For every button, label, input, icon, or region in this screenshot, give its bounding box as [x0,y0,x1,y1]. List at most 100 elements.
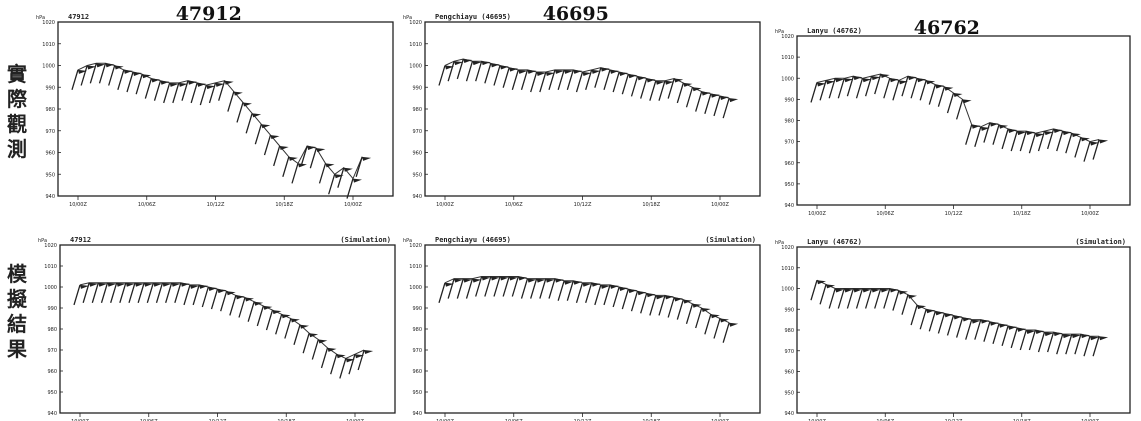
station-label: 47912 [70,236,91,244]
wind-barb-staff [174,282,182,303]
wind-barb-flag [817,280,826,285]
wind-barb-staff [1037,130,1046,152]
wind-barb-staff [447,278,455,299]
wind-barb-flag [162,282,172,287]
wind-barb-flag [582,282,592,287]
wind-barb-flag [674,297,684,302]
wind-barb-staff [695,91,703,112]
wind-barb-flag [336,354,346,359]
wind-barb-flag [655,80,665,85]
wind-barb-flag [637,76,647,81]
x-tick-label: 10/06Z [876,211,894,217]
wind-barb-staff [199,84,207,106]
y-tick-label: 950 [45,172,55,178]
wind-barb-staff [236,102,244,123]
wind-barb-flag [518,69,528,74]
wind-barb-staff [883,288,891,309]
y-tick-label: 990 [47,306,57,312]
x-tick-label: 10/06Z [505,419,523,421]
wind-barb-flag [116,282,126,287]
wind-barb-staff [937,86,946,107]
wind-barb-flag [880,74,890,79]
wind-barb-flag [610,284,619,289]
wind-barb-flag [355,354,364,359]
wind-barb-flag [105,63,115,68]
y-tick-label: 960 [412,369,422,375]
row-label-char: 模擬結果 [4,262,30,362]
simulation-tag: (Simulation) [340,236,391,244]
station-label: Lanyu (46762) [807,238,862,246]
wind-barb-flag [619,287,629,291]
station-label: 47912 [68,13,89,21]
wind-barb-flag [224,80,234,85]
wind-barb-staff [172,82,180,104]
wind-barb-staff [539,278,547,299]
wind-barb-staff [318,163,327,184]
wind-barb-flag [862,78,872,83]
wind-barb-flag [646,293,656,298]
x-tick-label: 10/00Z [436,202,454,208]
wind-barb-flag [555,69,564,74]
y-tick-label: 1010 [781,55,794,61]
y-tick-label: 950 [47,390,57,396]
wind-barb-flag [545,72,555,77]
wind-barb-staff [71,69,79,91]
wind-barb-staff [874,288,882,309]
y-tick-label: 970 [47,348,57,354]
wind-barb-flag [917,78,927,83]
plot-frame [424,21,761,197]
row-label-glyph: 實 [7,62,27,86]
wind-barb-flag [1026,131,1036,136]
wind-barb-staff [621,288,629,310]
wind-barb-flag [844,78,854,83]
wind-barb-flag [217,289,227,294]
y-tick-label: 970 [784,349,794,355]
wind-barb-staff [837,78,845,99]
wind-barb-flag [298,163,307,168]
wind-barb-flag [710,93,720,98]
wind-barb-staff [828,288,836,309]
wind-barb-flag [463,58,473,63]
wind-barb-staff [974,319,982,340]
y-tick-label: 1000 [42,64,55,70]
wind-barb-staff [594,67,602,88]
wind-barb-staff [465,60,474,82]
wind-barb-flag [1099,336,1109,341]
wind-barb-staff [810,280,818,301]
wind-barb-flag [144,282,154,287]
wind-barb-staff [291,163,299,184]
wind-barb-flag [692,303,702,308]
wind-barb-staff [181,80,189,101]
wind-barb-flag [133,72,142,77]
wind-barb-flag [171,282,181,287]
wind-barb-staff [357,349,365,371]
wind-barb-staff [144,78,152,99]
wind-barb-staff [227,91,235,112]
wind-barb-staff [864,288,873,309]
x-tick-label: 10/12Z [945,419,963,421]
wind-barb-staff [208,82,217,104]
wind-barb-flag [944,86,954,91]
wind-barb-staff [983,321,991,342]
wind-barb-staff [810,82,818,103]
wind-barb-staff [612,71,620,93]
wind-barb-staff [493,65,501,86]
wind-barb-staff [530,71,538,93]
wind-barb-flag [889,78,899,83]
y-tick-label: 960 [47,369,57,375]
wind-barb-staff [447,60,455,82]
wind-barb-flag [114,65,124,70]
wind-barb-flag [197,82,207,87]
wind-barb-staff [965,124,973,145]
wind-barb-staff [80,65,88,86]
chart-title: 46695 [543,3,609,25]
wind-barb-flag [1017,327,1027,332]
wind-barb-flag [233,91,243,96]
wind-barb-flag [290,318,300,323]
wind-barb-flag [898,80,908,85]
wind-barb-staff [658,295,666,316]
wind-barb-staff [339,358,347,379]
wind-barb-flag [600,67,610,72]
wind-barb-staff [883,78,891,99]
